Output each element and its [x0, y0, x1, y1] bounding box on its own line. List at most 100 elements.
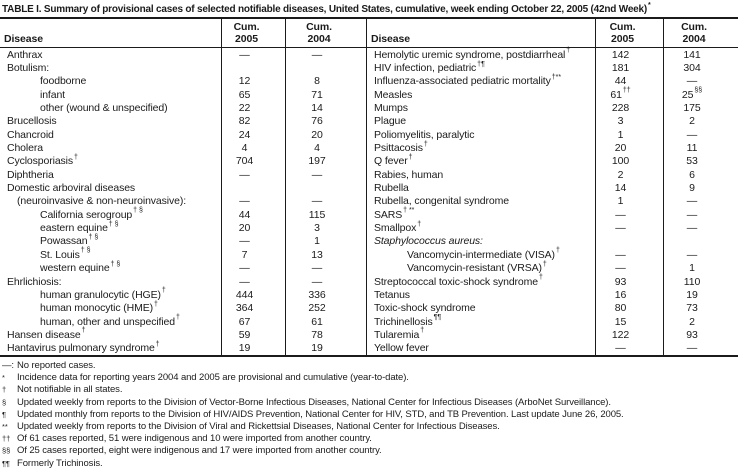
disease-cell: western equine† §: [0, 261, 222, 275]
footnote-line: ¶¶ Formerly Trichinosis.: [2, 458, 738, 470]
disease-cell: Ehrlichiosis:: [0, 274, 222, 289]
cum-2004-value: 9: [689, 182, 695, 195]
cum-2005-value: 364: [222, 301, 286, 315]
disease-cell: Rabies, human: [367, 168, 596, 182]
footnote-symbol: ¶: [2, 409, 6, 419]
disease-cell: foodborne: [0, 74, 222, 89]
footnote-text: No reported cases.: [17, 359, 96, 371]
cum-2005-value: 1: [596, 128, 664, 142]
footnote-line: ** Updated weekly from reports to the Div…: [2, 421, 738, 433]
disease-cell: Hansen disease†: [0, 327, 222, 342]
disease-cell: Yellow fever: [367, 341, 596, 355]
disease-cell: Hemolytic uremic syndrome, postdiarrheal…: [367, 47, 596, 62]
cum-2004-value: 20: [286, 128, 367, 142]
cum-2005-value: 16: [596, 288, 664, 302]
disease-cell: human, other and unspecified†: [0, 314, 222, 329]
cum-2004-value: 336: [286, 288, 367, 302]
cum-2004-value: 61: [286, 314, 367, 329]
disease-cell: human granulocytic (HGE)†: [0, 287, 222, 302]
cum-2005-value: [596, 234, 664, 249]
disease-cell: Trichinellosis¶¶: [367, 314, 596, 329]
cum-2004-value: 3: [286, 221, 367, 235]
disease-cell: SARS† **: [367, 207, 596, 222]
table-title: TABLE I. Summary of provisional cases of…: [0, 0, 738, 19]
cum-2005-value: 1: [596, 194, 664, 209]
cum-2004-value: 11: [686, 142, 698, 155]
disease-cell: Domestic arboviral diseases: [0, 181, 222, 195]
disease-cell: California serogroup† §: [0, 207, 222, 222]
footnote-line: §§ Of 25 cases reported, eight were indig…: [2, 445, 738, 457]
cum-2005-value: 44: [596, 74, 664, 89]
disease-cell: Powassan† §: [0, 234, 222, 249]
table-body: Anthrax — — Hemolytic uremic syndrome, post…: [0, 47, 738, 357]
cum-2005-value: [222, 181, 286, 195]
disease-cell: Brucellosis: [0, 114, 222, 129]
disease-cell: other (wound & unspecified): [0, 101, 222, 115]
cum-2005-value: 67: [222, 314, 286, 329]
cum-2004-value: 6: [689, 168, 695, 181]
cum-2005-value: 19: [222, 341, 286, 355]
footnote-line: § Updated weekly from reports to the Divi…: [2, 397, 738, 409]
footnote-text: Formerly Trichinosis.: [17, 457, 103, 469]
footnote-line: † Not notifiable in all states.: [2, 384, 738, 396]
cum-2004-value: 1: [689, 262, 695, 275]
cum-2004-value: [286, 61, 367, 75]
cum-2004-value: 93: [686, 328, 698, 341]
cum-2005-value: 59: [222, 328, 286, 342]
footnote-symbol: *: [2, 373, 5, 383]
cum-2005-value: 181: [596, 61, 664, 75]
footnote-text: Not notifiable in all states.: [17, 384, 123, 396]
cum-2004-value: 2: [689, 315, 695, 328]
footnote-text: Of 61 cases reported, 51 were indigenous…: [17, 433, 372, 445]
disease-cell: Q fever†: [367, 154, 596, 169]
footnote-symbol: ¶¶: [2, 458, 10, 468]
cum-2004-value: 115: [286, 208, 367, 222]
cum-2004-value: —: [686, 342, 698, 355]
disease-cell: Tetanus: [367, 288, 596, 302]
footnote-symbol: §: [2, 397, 7, 407]
cum-2005-value: —: [596, 221, 664, 235]
cum-2005-value: —: [222, 168, 286, 182]
cum-2005-value: —: [222, 48, 286, 62]
disease-cell: Botulism:: [0, 61, 222, 75]
cum-2004-value: 19: [686, 288, 698, 301]
footnote-symbol: ††: [2, 434, 11, 444]
cum-2005-value: 4: [222, 141, 286, 155]
cum-2004-value: 73: [686, 302, 698, 315]
cum-2005-value: 93: [596, 274, 664, 289]
footnote-symbol: **: [2, 421, 8, 431]
cum-2005-value: —: [222, 234, 286, 249]
title-footnote-marker: *: [648, 1, 651, 9]
cum-2004-value: 76: [286, 114, 367, 129]
table-title-text: TABLE I. Summary of provisional cases of…: [2, 4, 648, 15]
disease-cell: HIV infection, pediatric†¶: [367, 61, 596, 75]
cum-2004-value: 25§§: [681, 87, 703, 101]
disease-cell: Smallpox†: [367, 221, 596, 235]
header-disease-right: Disease: [367, 19, 596, 47]
cum-2004-value: —: [286, 48, 367, 62]
cum-2004-value: 141: [683, 48, 701, 61]
disease-cell: Anthrax: [0, 48, 222, 62]
cum-2004-value: —: [686, 248, 698, 261]
cum-2005-value: 444: [222, 288, 286, 302]
footnote-symbol: §§: [2, 446, 11, 456]
cum-2005-value: [222, 61, 286, 75]
cum-2004-value: 8: [286, 74, 367, 89]
footnote-text: Of 25 cases reported, eight were indigen…: [17, 445, 382, 457]
disease-cell: Staphylococcus aureus:: [367, 234, 596, 249]
cum-2005-value: 2: [596, 168, 664, 182]
footnote-text: Updated monthly from reports to the Divi…: [17, 408, 624, 420]
cum-2004-value: 1: [286, 234, 367, 249]
disease-cell: Toxic-shock syndrome: [367, 301, 596, 315]
footnote-line: †† Of 61 cases reported, 51 were indigeno…: [2, 433, 738, 445]
cum-2004-value: 19: [286, 341, 367, 355]
cum-2004-value: —: [286, 261, 367, 275]
table-header: Disease Cum. 2005 Cum. 2004 Disease Cum. 20…: [0, 19, 738, 48]
cum-2004-value: —: [286, 168, 367, 182]
disease-cell: Diphtheria: [0, 168, 222, 182]
disease-cell: Chancroid: [0, 128, 222, 142]
cum-2005-value: 20: [596, 141, 664, 155]
footnote-line: —: No reported cases.: [2, 360, 738, 372]
cum-2005-value: 15: [596, 314, 664, 329]
